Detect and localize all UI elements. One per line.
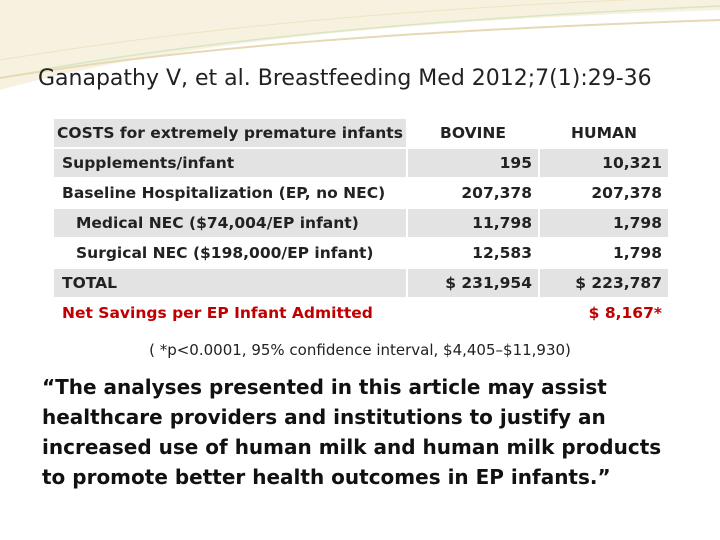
header-label: COSTS for extremely premature infants: [54, 119, 406, 147]
row-bovine: 195: [408, 149, 538, 177]
table-header-row: COSTS for extremely premature infants BO…: [54, 117, 668, 147]
row-bovine: 207,378: [461, 184, 532, 202]
confidence-note: ( *p<0.0001, 95% confidence interval, $4…: [149, 341, 571, 359]
row-bovine: $ 231,954: [408, 269, 538, 297]
row-label: Surgical NEC ($198,000/EP infant): [76, 244, 374, 262]
row-human: 1,798: [540, 209, 668, 237]
table-row-total: TOTAL $ 231,954 $ 223,787: [54, 267, 668, 297]
table-row: Supplements/infant 195 10,321: [54, 147, 668, 177]
table-row-net-savings: Net Savings per EP Infant Admitted $ 8,1…: [54, 297, 668, 327]
table-row: Baseline Hospitalization (EP, no NEC) 20…: [54, 177, 668, 207]
table-row: Surgical NEC ($198,000/EP infant) 12,583…: [54, 237, 668, 267]
row-bovine: 11,798: [408, 209, 538, 237]
row-human: 207,378: [591, 184, 662, 202]
row-bovine: [408, 299, 538, 327]
citation-title: Ganapathy V, et al. Breastfeeding Med 20…: [38, 66, 652, 91]
row-human: 10,321: [540, 149, 668, 177]
row-label: Medical NEC ($74,004/EP infant): [54, 209, 406, 237]
row-human: 1,798: [612, 244, 662, 262]
decorative-swoosh: [0, 0, 720, 90]
row-label: Supplements/infant: [54, 149, 406, 177]
row-label: Baseline Hospitalization (EP, no NEC): [62, 184, 386, 202]
row-bovine: 12,583: [472, 244, 532, 262]
header-human: HUMAN: [571, 124, 637, 142]
cost-table: COSTS for extremely premature infants BO…: [54, 117, 668, 327]
conclusion-quote: “The analyses presented in this article …: [42, 375, 662, 489]
row-human: $ 8,167*: [588, 304, 662, 322]
header-bovine: BOVINE: [440, 124, 506, 142]
table-row: Medical NEC ($74,004/EP infant) 11,798 1…: [54, 207, 668, 237]
row-human: $ 223,787: [540, 269, 668, 297]
row-label: Net Savings per EP Infant Admitted: [62, 304, 373, 322]
row-label: TOTAL: [54, 269, 406, 297]
